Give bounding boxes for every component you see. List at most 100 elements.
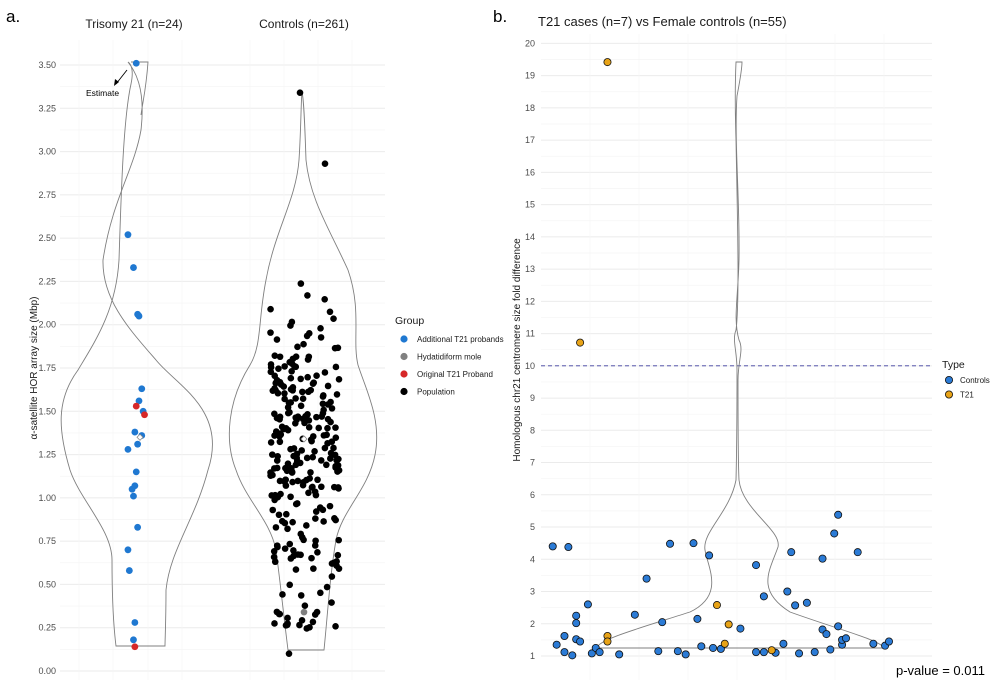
data-point-control bbox=[305, 353, 313, 361]
data-point-t21 bbox=[603, 637, 612, 646]
data-point-control bbox=[305, 330, 313, 337]
panel-a-y-ticks: 0.00 0.25 0.50 0.75 1.00 1.25 1.50 1.75 2.00 2.25… bbox=[38, 60, 56, 676]
data-point-control bbox=[287, 493, 294, 501]
data-point-control bbox=[293, 457, 301, 465]
data-point-control bbox=[333, 457, 340, 464]
data-point-control-highlight bbox=[296, 89, 304, 97]
legend-key bbox=[400, 335, 408, 343]
data-point-control bbox=[294, 343, 301, 351]
data-point-t21 bbox=[132, 468, 140, 476]
data-point-control bbox=[693, 614, 702, 623]
points-t21-fold bbox=[576, 58, 776, 655]
data-point-control bbox=[869, 639, 878, 648]
panel-a-label: a. bbox=[6, 7, 20, 26]
data-point-control bbox=[276, 353, 284, 361]
data-point-control bbox=[310, 565, 317, 572]
data-point-control bbox=[311, 542, 319, 549]
y-tick-label: 20 bbox=[525, 38, 535, 48]
data-point-control bbox=[658, 618, 667, 627]
data-point-control bbox=[292, 395, 299, 402]
data-point-control bbox=[281, 390, 288, 397]
data-point-control bbox=[276, 438, 284, 446]
data-point-control bbox=[267, 329, 274, 336]
data-point-t21 bbox=[130, 264, 137, 271]
data-point-control bbox=[271, 491, 279, 499]
data-point-control bbox=[287, 322, 294, 329]
y-tick-label: 2.50 bbox=[38, 233, 56, 243]
data-point-control bbox=[572, 619, 581, 628]
data-point-control bbox=[315, 424, 323, 432]
data-point-control bbox=[791, 601, 800, 610]
violin-fold-difference bbox=[596, 61, 885, 649]
y-tick-label: 16 bbox=[525, 167, 535, 177]
points-controls bbox=[267, 89, 343, 657]
legend-label: Controls bbox=[960, 376, 990, 385]
points-controls-fold bbox=[548, 510, 893, 660]
data-point-control bbox=[290, 452, 297, 460]
data-point-control bbox=[327, 449, 335, 457]
data-point-t21 bbox=[124, 231, 132, 239]
legend-type-entries: Controls T21 bbox=[945, 375, 990, 400]
data-point-control bbox=[321, 369, 329, 376]
data-point-control bbox=[301, 602, 309, 610]
data-point-control bbox=[303, 454, 311, 462]
y-tick-label: 1 bbox=[530, 651, 535, 661]
data-point-control bbox=[327, 455, 334, 462]
data-point-control bbox=[271, 352, 279, 359]
data-point-control bbox=[326, 308, 334, 316]
y-tick-label: 17 bbox=[525, 135, 535, 145]
panel-a: a. 0.00 0.25 0.50 0.75 1.00 1.25 1.50 1.75 2.00 2… bbox=[6, 7, 504, 680]
legend-type: Type Controls T21 bbox=[942, 359, 990, 400]
data-point-t21 bbox=[767, 646, 776, 655]
data-point-control bbox=[273, 376, 281, 384]
data-point-control bbox=[818, 554, 827, 563]
legend-label: Original T21 Proband bbox=[417, 370, 493, 379]
data-point-control bbox=[576, 637, 585, 646]
y-tick-label: 14 bbox=[525, 232, 535, 242]
y-tick-label: 12 bbox=[525, 296, 535, 306]
data-point-control bbox=[292, 419, 299, 427]
data-point-control bbox=[318, 483, 325, 491]
data-point-control bbox=[681, 650, 690, 659]
legend-key bbox=[400, 370, 408, 378]
data-point-control bbox=[752, 648, 761, 657]
y-tick-label: 3.50 bbox=[38, 60, 56, 70]
data-point-control bbox=[317, 457, 325, 464]
data-point-control bbox=[830, 529, 839, 538]
data-point-t21 bbox=[134, 440, 142, 448]
data-point-control bbox=[572, 611, 581, 620]
data-point-t21 bbox=[131, 643, 139, 651]
data-point-control bbox=[274, 543, 281, 551]
data-point-control bbox=[304, 292, 311, 299]
data-point-control bbox=[834, 510, 843, 519]
data-point-control bbox=[334, 551, 342, 559]
panel-b-title: T21 cases (n=7) vs Female controls (n=55… bbox=[538, 14, 787, 29]
data-point-control bbox=[269, 506, 277, 514]
data-point-control bbox=[286, 358, 294, 366]
y-tick-label: 0.50 bbox=[38, 579, 56, 589]
data-point-control bbox=[666, 539, 675, 548]
data-point-control bbox=[328, 438, 336, 445]
data-point-control bbox=[331, 344, 339, 352]
data-point-control bbox=[333, 391, 341, 398]
violin-trisomy21 bbox=[60, 61, 213, 647]
violin-controls bbox=[228, 91, 378, 651]
data-point-control bbox=[308, 437, 315, 445]
data-point-control bbox=[297, 280, 305, 287]
data-point-control bbox=[273, 464, 281, 472]
y-tick-label: 3 bbox=[530, 587, 535, 597]
data-point-control bbox=[330, 315, 337, 322]
data-point-control bbox=[298, 447, 306, 454]
data-point-control bbox=[288, 367, 295, 375]
data-point-control bbox=[802, 598, 811, 607]
data-point-control-highlight bbox=[300, 608, 308, 616]
data-point-control bbox=[752, 561, 761, 570]
data-point-control bbox=[321, 444, 329, 452]
data-point-control bbox=[294, 477, 302, 485]
data-point-control bbox=[595, 648, 604, 657]
y-tick-label: 4 bbox=[530, 554, 535, 564]
data-point-control bbox=[853, 548, 862, 557]
data-point-control bbox=[332, 516, 339, 524]
data-point-control bbox=[301, 419, 308, 427]
